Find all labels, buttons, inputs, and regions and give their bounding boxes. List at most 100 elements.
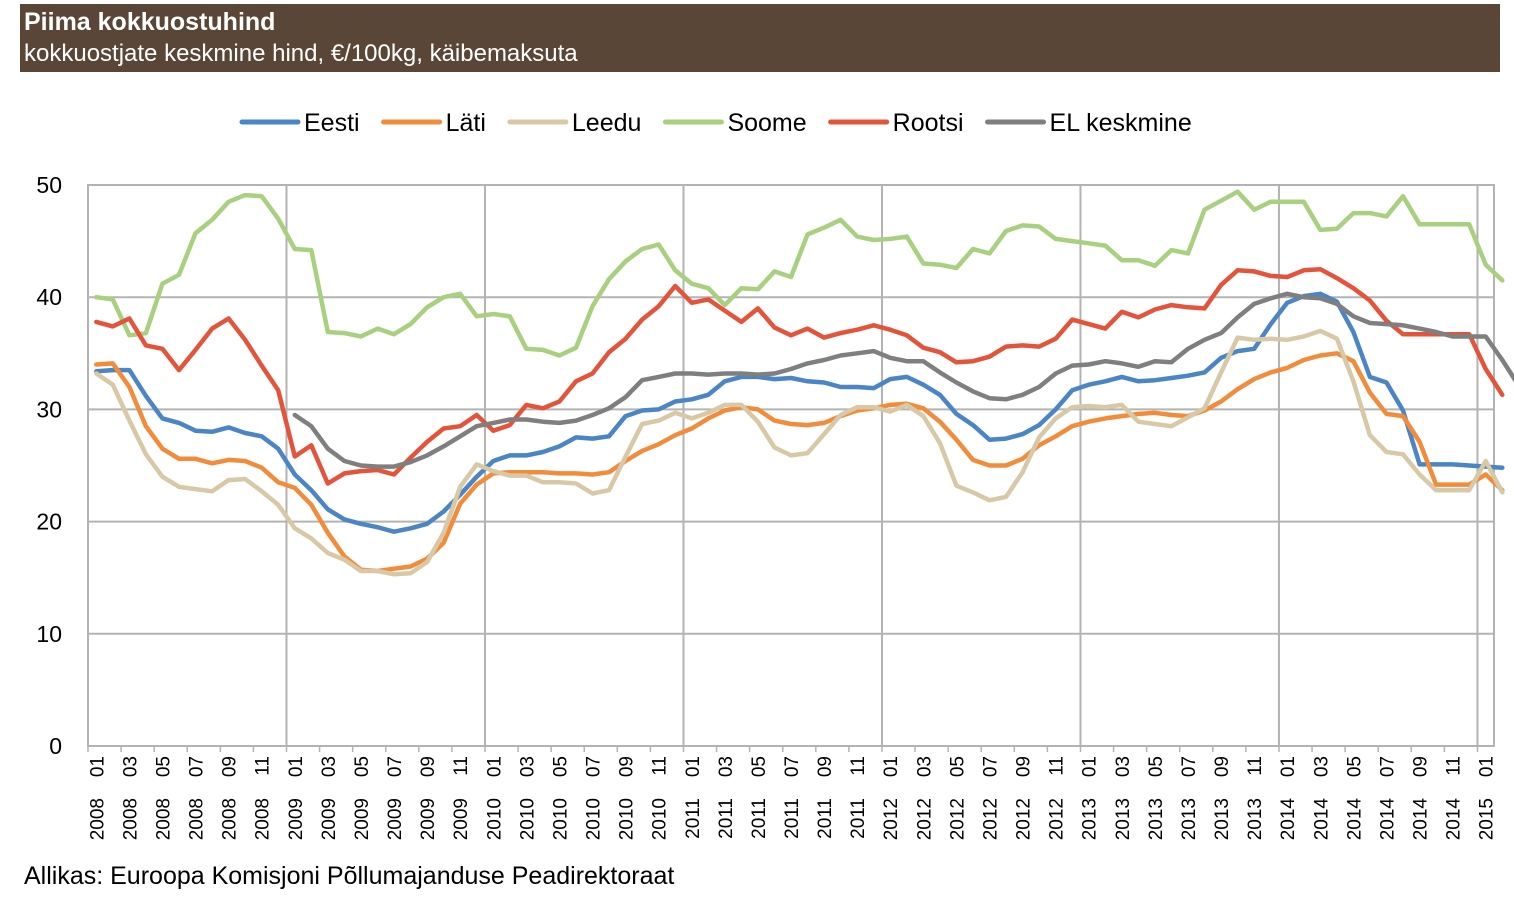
x-month-label: 11 xyxy=(451,756,472,776)
x-month-label: 03 xyxy=(517,756,538,777)
legend-label: Eesti xyxy=(304,109,360,137)
x-year-label: 2012 xyxy=(947,798,968,840)
series-line-soome xyxy=(94,189,1505,358)
x-month-label: 11 xyxy=(1047,756,1068,776)
x-month-label: 05 xyxy=(947,756,968,777)
x-year-label: 2011 xyxy=(815,798,836,839)
legend-label: Leedu xyxy=(572,109,642,137)
x-year-label: 2012 xyxy=(1014,798,1035,840)
x-year-label: 2014 xyxy=(1311,798,1332,841)
x-year-label: 2009 xyxy=(319,798,340,840)
y-tick-label: 20 xyxy=(36,509,62,535)
line-chart: Eesti Läti Leedu Soome Rootsi EL keskmine 010… xyxy=(36,109,1514,840)
x-year-label: 2009 xyxy=(451,798,472,840)
series-line-el-keskmine xyxy=(292,291,1514,469)
y-axis-labels: 0 10 20 30 40 50 xyxy=(36,172,62,759)
x-month-label: 09 xyxy=(1411,756,1432,777)
x-year-label: 2008 xyxy=(87,798,108,840)
x-year-label: 2015 xyxy=(1477,798,1498,840)
x-month-label: 05 xyxy=(1344,756,1365,777)
y-tick-label: 30 xyxy=(36,396,62,422)
x-month-label: 07 xyxy=(1377,756,1398,777)
x-axis-labels: 01 2008 03 2008 05 2008 07 2008 09 2008 11 2008 01 20… xyxy=(87,756,1497,840)
x-year-label: 2008 xyxy=(253,798,274,840)
x-month-label: 09 xyxy=(815,756,836,777)
x-year-label: 2008 xyxy=(120,798,141,840)
series-line-leedu xyxy=(94,328,1505,577)
chart-legend: Eesti Läti Leedu Soome Rootsi EL keskmine xyxy=(239,109,1192,137)
x-year-label: 2011 xyxy=(716,798,737,839)
x-year-label: 2008 xyxy=(187,798,208,840)
x-year-label: 2014 xyxy=(1344,798,1365,841)
x-year-label: 2014 xyxy=(1278,798,1299,841)
x-month-label: 03 xyxy=(1113,756,1134,777)
x-month-label: 01 xyxy=(1477,756,1498,777)
series-line-rootsi xyxy=(94,266,1505,486)
y-tick-label: 0 xyxy=(49,733,62,759)
chart-grid xyxy=(87,184,1495,752)
x-year-label: 2013 xyxy=(1080,798,1101,840)
x-year-label: 2013 xyxy=(1179,798,1200,840)
x-year-label: 2012 xyxy=(881,798,902,840)
x-month-label: 11 xyxy=(1444,756,1465,776)
x-year-label: 2013 xyxy=(1245,798,1266,840)
x-month-label: 09 xyxy=(220,756,241,777)
x-year-label: 2010 xyxy=(550,798,571,840)
x-month-label: 03 xyxy=(120,756,141,777)
x-month-label: 03 xyxy=(319,756,340,777)
plot-area xyxy=(87,184,1495,747)
x-month-label: 01 xyxy=(683,756,704,777)
x-month-label: 11 xyxy=(253,756,274,776)
x-year-label: 2011 xyxy=(749,798,770,839)
x-year-label: 2010 xyxy=(617,798,638,840)
x-month-label: 05 xyxy=(153,756,174,777)
legend-label: Rootsi xyxy=(893,109,964,137)
y-tick-label: 50 xyxy=(36,172,62,198)
x-month-label: 09 xyxy=(1212,756,1233,777)
x-year-label: 2013 xyxy=(1212,798,1233,840)
legend-label: Soome xyxy=(727,109,806,137)
chart-subtitle: kokkuostjate keskmine hind, €/100kg, käi… xyxy=(24,40,578,67)
x-month-label: 05 xyxy=(749,756,770,777)
x-month-label: 07 xyxy=(187,756,208,777)
series-line-l-ti xyxy=(94,351,1505,574)
title-bar: Piima kokkuostuhind kokkuostjate keskmin… xyxy=(20,4,1500,72)
x-year-label: 2012 xyxy=(1047,798,1068,840)
x-month-label: 07 xyxy=(1179,756,1200,777)
x-year-label: 2010 xyxy=(584,798,605,840)
x-month-label: 09 xyxy=(418,756,439,777)
x-year-label: 2011 xyxy=(683,798,704,839)
x-year-label: 2012 xyxy=(914,798,935,840)
x-year-label: 2014 xyxy=(1377,798,1398,841)
x-year-label: 2008 xyxy=(153,798,174,840)
x-month-label: 11 xyxy=(1245,756,1266,776)
x-month-label: 03 xyxy=(716,756,737,777)
x-year-label: 2012 xyxy=(980,798,1001,840)
x-month-label: 09 xyxy=(617,756,638,777)
x-month-label: 11 xyxy=(650,756,671,776)
x-month-label: 03 xyxy=(914,756,935,777)
x-year-label: 2009 xyxy=(385,798,406,840)
series-line-eesti xyxy=(94,291,1505,534)
x-year-label: 2010 xyxy=(517,798,538,840)
x-year-label: 2009 xyxy=(286,798,307,840)
series-lines xyxy=(94,189,1514,577)
x-month-label: 07 xyxy=(782,756,803,777)
x-month-label: 01 xyxy=(484,756,505,777)
x-year-label: 2013 xyxy=(1113,798,1134,840)
x-year-label: 2008 xyxy=(220,798,241,840)
chart-title: Piima kokkuostuhind xyxy=(24,8,276,36)
y-tick-label: 10 xyxy=(36,621,62,647)
x-year-label: 2009 xyxy=(418,798,439,840)
x-year-label: 2010 xyxy=(650,798,671,840)
x-year-label: 2011 xyxy=(848,798,869,839)
x-month-label: 01 xyxy=(1278,756,1299,777)
x-year-label: 2013 xyxy=(1146,798,1167,840)
source-note: Allikas: Euroopa Komisjoni Põllumajandus… xyxy=(24,862,675,890)
x-year-label: 2010 xyxy=(484,798,505,840)
x-month-label: 05 xyxy=(1146,756,1167,777)
x-month-label: 05 xyxy=(550,756,571,777)
y-tick-label: 40 xyxy=(36,284,62,310)
legend-label: EL keskmine xyxy=(1050,109,1192,137)
legend-label: Läti xyxy=(446,109,486,137)
